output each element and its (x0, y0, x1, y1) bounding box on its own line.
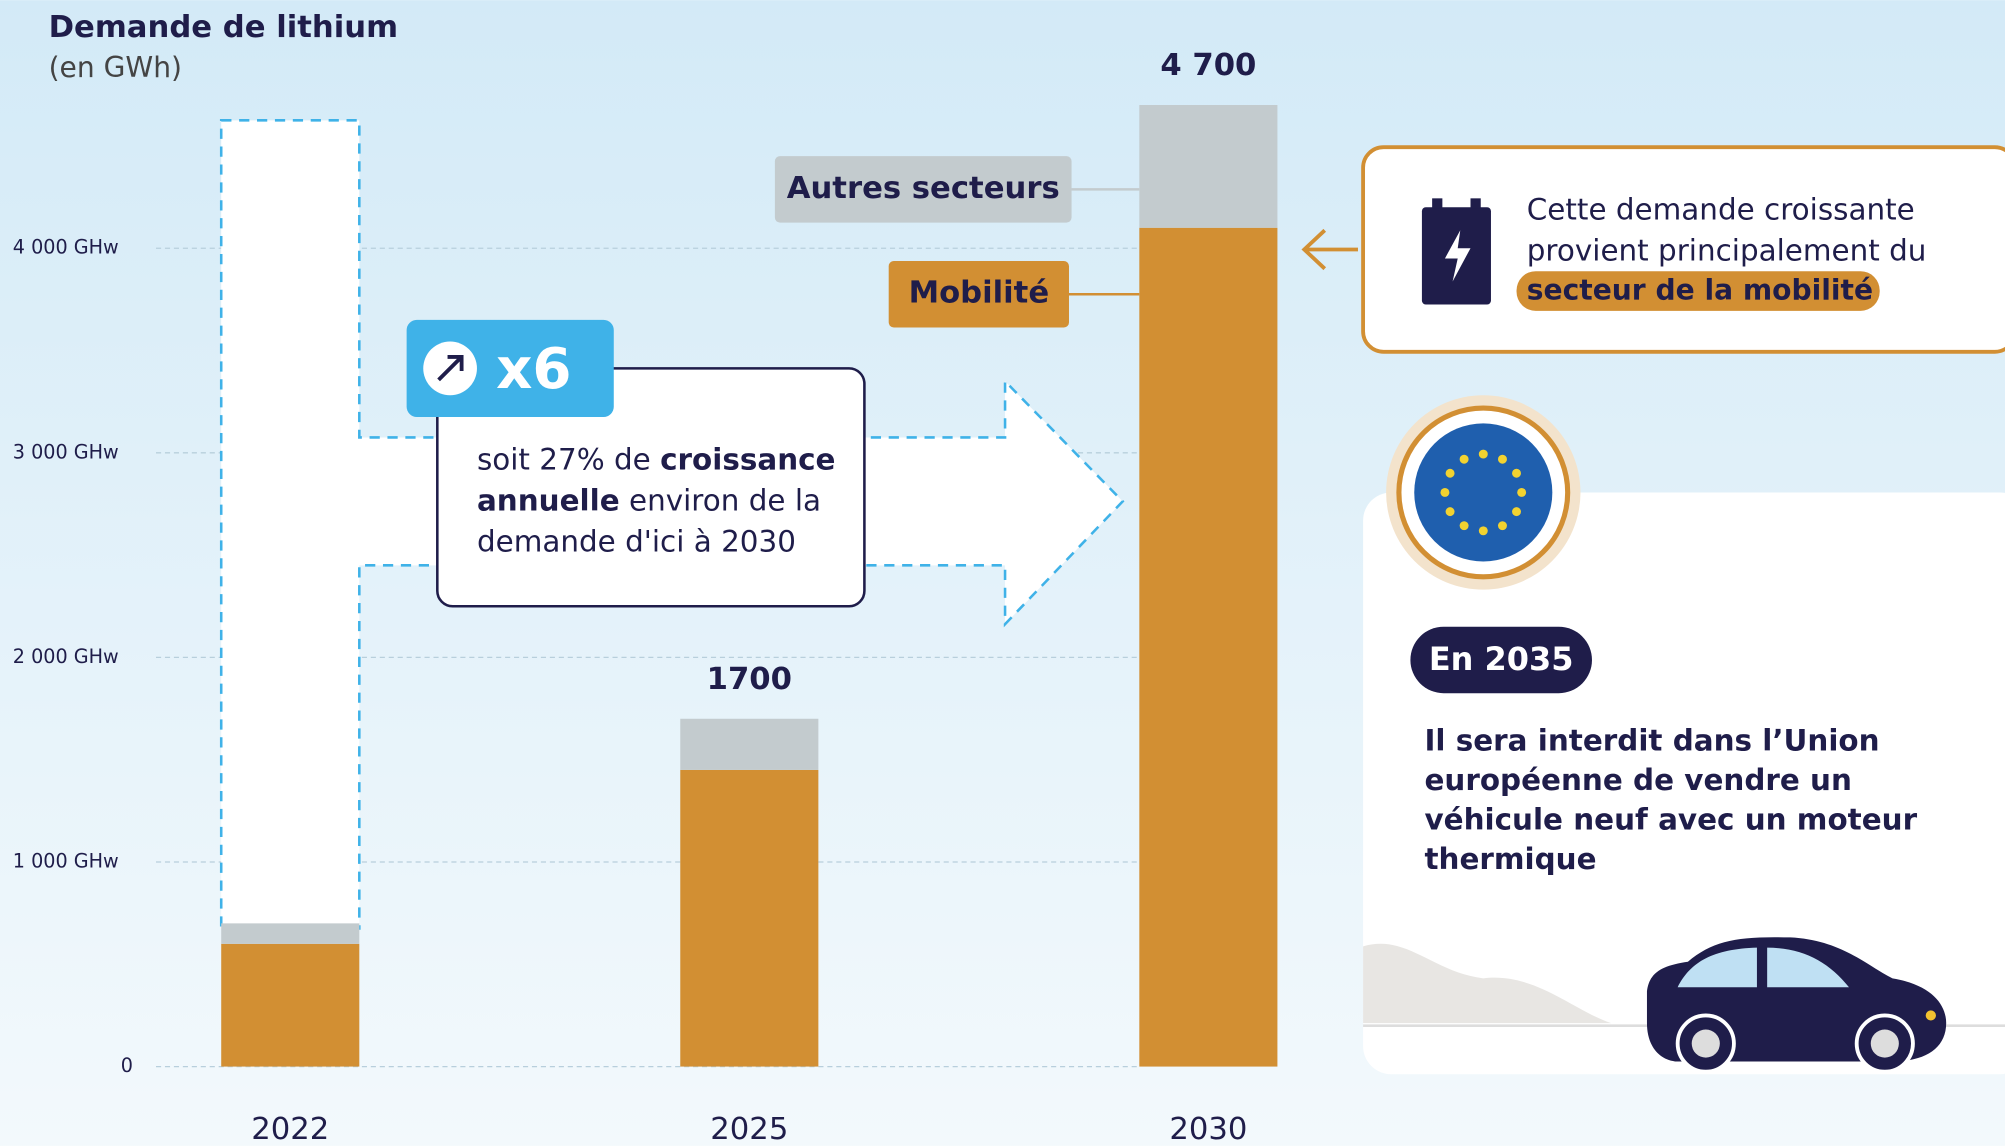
y-tick-label: 4 000 GHw (13, 236, 119, 259)
callout-text: soit 27% de (477, 442, 660, 476)
callout-line: soit 27% de croissance (477, 442, 836, 476)
battery-pole (1432, 198, 1443, 209)
y-tick-label: 3 000 GHw (13, 440, 119, 463)
eu-star (1459, 454, 1469, 464)
x-tick-label: 2030 (1169, 1112, 1247, 1146)
eu-star (1445, 468, 1455, 478)
eu-star (1440, 487, 1450, 497)
legend-label: Autres secteurs (787, 171, 1060, 206)
pointer-arrow (1301, 228, 1358, 271)
battery-pole (1470, 198, 1481, 209)
eu-text-line: véhicule neuf avec un moteur (1424, 803, 1917, 837)
smoke (1363, 943, 1612, 1024)
chart-title: Demande de lithium (49, 10, 398, 45)
eu-star (1497, 454, 1507, 464)
y-tick-label: 0 (121, 1054, 133, 1077)
side-note-highlight: secteur de la mobilité (1527, 274, 1873, 307)
callout-text: croissance (660, 442, 835, 476)
legend-box (888, 260, 1069, 328)
x-tick-label: 2025 (710, 1112, 788, 1146)
bar-segment (680, 769, 819, 1067)
bar-segment (680, 718, 819, 770)
eu-star (1459, 521, 1469, 531)
eu-star (1478, 526, 1488, 536)
y-tick-label: 1 000 GHw (13, 849, 119, 872)
eu-star (1445, 507, 1455, 517)
callout-line: demande d'ici à 2030 (477, 524, 796, 558)
eu-text-line: européenne de vendre un (1424, 763, 1851, 797)
eu-flag (1414, 423, 1553, 562)
eu-badge (1410, 626, 1592, 694)
growth-icon-arrow (437, 354, 464, 382)
bar-segment (1139, 104, 1278, 228)
total-label: 4 700 (1160, 48, 1256, 83)
car-window (1677, 947, 1849, 988)
callout-text: demande d'ici à 2030 (477, 524, 796, 558)
side-note-line: provient principalement du (1527, 234, 1927, 268)
callout-text: environ de la (620, 483, 821, 517)
chart-subtitle: (en GWh) (49, 51, 182, 84)
eu-star (1512, 507, 1521, 517)
callout-box (436, 367, 866, 608)
callout-line: annuelle environ de la (477, 483, 821, 517)
hub (1870, 1029, 1899, 1058)
eu-star (1478, 449, 1488, 459)
eu-star (1517, 487, 1527, 497)
bar-segment (221, 923, 360, 944)
y-tick-label: 2 000 GHw (13, 645, 119, 668)
side-note-line: Cette demande croissante (1527, 193, 1915, 227)
callout-text: annuelle (477, 483, 620, 517)
eu-text-line: Il sera interdit dans l’Union (1424, 723, 1879, 757)
eu-text-line: thermique (1424, 842, 1596, 876)
bolt (1444, 230, 1471, 282)
eu-star (1512, 468, 1521, 478)
callout-badge-text: x6 (496, 337, 571, 402)
eu-badge-text: En 2035 (1429, 640, 1574, 678)
eu-star (1497, 521, 1507, 531)
legend-box (774, 156, 1072, 223)
total-label: 1700 (707, 662, 792, 697)
legend-label: Mobilité (909, 276, 1050, 311)
headlight (1925, 1010, 1936, 1021)
x-tick-label: 2022 (251, 1112, 329, 1146)
hub (1691, 1029, 1720, 1058)
bar-segment (221, 943, 360, 1067)
bar-segment (1139, 227, 1278, 1067)
highlight-pill (1516, 271, 1880, 311)
